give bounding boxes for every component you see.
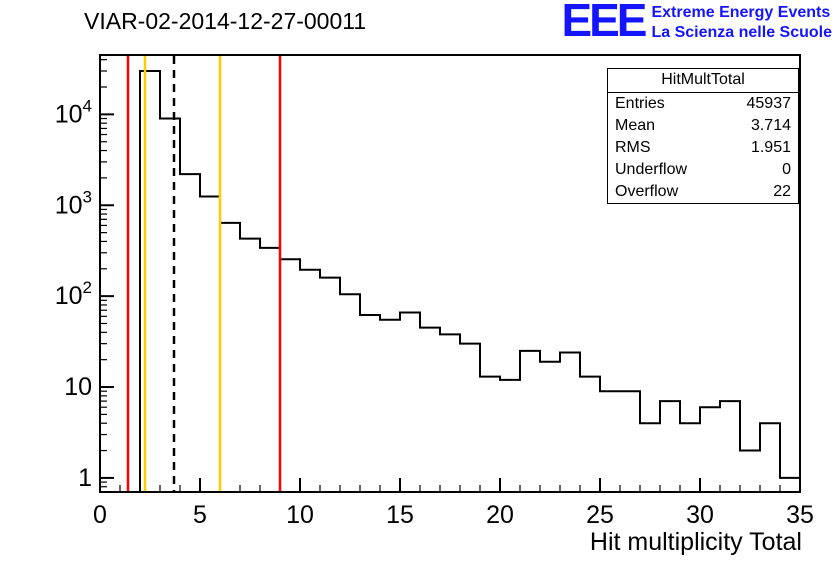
svg-text:103: 103	[55, 187, 92, 219]
stats-title: HitMultTotal	[608, 69, 798, 93]
stats-box: HitMultTotal Entries 45937 Mean 3.714 RM…	[607, 68, 799, 204]
svg-text:102: 102	[55, 278, 92, 310]
eee-logo-subtitle: Extreme Energy Events La Scienza nelle S…	[651, 3, 832, 43]
svg-text:0: 0	[93, 501, 107, 529]
stats-row-mean: Mean 3.714	[608, 115, 798, 137]
x-axis-ticks	[99, 478, 801, 492]
eee-logo: EEE Extreme Energy Events La Scienza nel…	[561, 0, 832, 46]
y-axis-labels: 1 10 102 103 104	[55, 96, 92, 492]
svg-text:10: 10	[286, 501, 314, 529]
svg-text:1: 1	[78, 464, 92, 492]
svg-text:5: 5	[193, 501, 207, 529]
svg-text:30: 30	[686, 501, 714, 529]
eee-logo-text: EEE	[561, 0, 647, 46]
x-axis-labels: 0 5 10 15 20 25 30 35	[93, 501, 814, 529]
stats-label: Overflow	[615, 183, 679, 200]
svg-text:25: 25	[586, 501, 614, 529]
stats-value: 0	[782, 161, 791, 178]
stats-label: Mean	[615, 117, 656, 134]
stats-row-entries: Entries 45937	[608, 93, 798, 115]
histogram-line	[100, 70, 801, 493]
logo-line2: La Scienza nelle Scuole	[651, 24, 832, 41]
stats-label: Entries	[615, 95, 665, 112]
y-axis-ticks	[100, 59, 114, 493]
stats-value: 1.951	[750, 139, 791, 156]
svg-text:10: 10	[64, 373, 92, 401]
x-axis-title: Hit multiplicity Total	[589, 528, 802, 556]
svg-text:20: 20	[486, 501, 514, 529]
plot-title: VIAR-02-2014-12-27-00011	[84, 8, 367, 34]
plot-frame	[99, 54, 801, 493]
svg-text:35: 35	[786, 501, 814, 529]
logo-line1: Extreme Energy Events	[651, 4, 831, 21]
stats-value: 22	[773, 183, 791, 200]
svg-text:15: 15	[386, 501, 414, 529]
stats-value: 45937	[746, 95, 792, 112]
svg-text:104: 104	[55, 96, 92, 128]
stats-label: Underflow	[615, 161, 688, 178]
stats-row-underflow: Underflow 0	[608, 159, 798, 181]
stats-value: 3.714	[750, 117, 791, 134]
stats-row-rms: RMS 1.951	[608, 137, 798, 159]
stats-label: RMS	[615, 139, 651, 156]
stats-row-overflow: Overflow 22	[608, 181, 798, 203]
